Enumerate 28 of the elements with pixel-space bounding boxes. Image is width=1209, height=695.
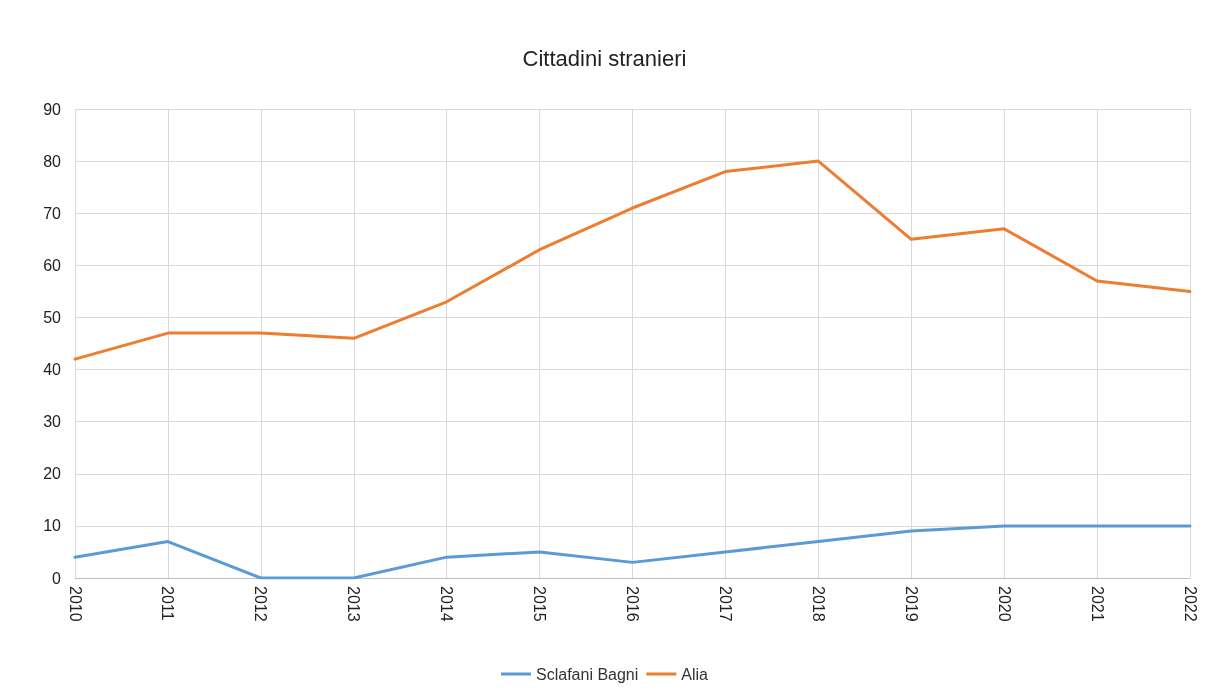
- x-tick-label: 2017: [716, 586, 734, 622]
- y-tick-label: 10: [43, 517, 62, 535]
- y-tick-label: 0: [52, 569, 62, 587]
- y-tick-label: 80: [43, 152, 62, 170]
- x-tick-label: 2022: [1181, 586, 1199, 622]
- legend-label: Alia: [681, 665, 709, 683]
- y-tick-label: 60: [43, 256, 62, 274]
- line-series: [73, 159, 1192, 361]
- x-tick-label: 2013: [345, 586, 363, 622]
- y-tick-label: 70: [43, 204, 62, 222]
- x-tick-label: 2011: [159, 586, 177, 621]
- y-tick-label: 50: [43, 308, 62, 326]
- x-tick-label: 2012: [252, 586, 270, 622]
- legend-label: Sclafani Bagni: [536, 665, 639, 683]
- y-tick-label: 90: [43, 100, 62, 118]
- x-tick-label: 2018: [809, 586, 827, 622]
- y-tick-label: 20: [43, 465, 62, 483]
- x-tick-label: 2020: [995, 586, 1013, 622]
- line-series: [73, 524, 1192, 580]
- y-tick-label: 40: [43, 361, 62, 379]
- y-tick-label: 30: [43, 413, 62, 431]
- x-tick-label: 2016: [624, 586, 641, 622]
- x-tick-label: 2021: [1088, 586, 1106, 622]
- x-tick-label: 2019: [902, 586, 920, 622]
- x-tick-label: 2014: [438, 586, 456, 622]
- x-tick-label: 2010: [66, 586, 84, 622]
- x-tick-label: 2015: [531, 586, 549, 622]
- chart-title: Cittadini stranieri: [522, 45, 687, 71]
